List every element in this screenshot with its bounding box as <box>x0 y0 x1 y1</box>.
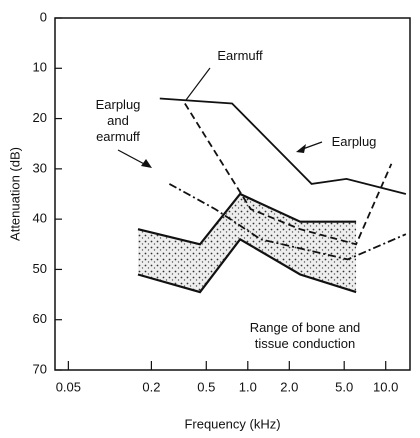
arrowhead <box>141 159 152 168</box>
x-tick-label: 1.0 <box>239 379 257 394</box>
x-tick-label: 0.05 <box>56 379 81 394</box>
series-line <box>159 97 407 195</box>
x-tick-label: 10.0 <box>373 379 398 394</box>
band-label: Range of bone and tissue conduction <box>249 320 361 351</box>
x-tick-label: 0.5 <box>197 379 215 394</box>
y-tick-label: 60 <box>33 311 47 326</box>
band-edge <box>137 192 357 246</box>
arrowhead <box>296 144 306 153</box>
x-tick-label: 5.0 <box>335 379 353 394</box>
y-tick-label: 50 <box>33 261 47 276</box>
series-label: Earplug <box>331 134 377 149</box>
x-tick-label: 0.2 <box>142 379 160 394</box>
x-axis-title: Frequency (kHz) <box>184 416 280 431</box>
plot-frame <box>54 17 411 371</box>
band-edge <box>137 237 357 294</box>
series-line <box>184 103 393 246</box>
x-tick-label: 2.0 <box>280 379 298 394</box>
y-tick-label: 20 <box>33 110 47 125</box>
y-tick-label: 0 <box>40 9 47 24</box>
series-line <box>168 183 407 261</box>
y-tick-label: 30 <box>33 160 47 175</box>
series-label: Earplug and earmuff <box>95 97 141 144</box>
y-tick-label: 70 <box>33 361 47 376</box>
series-label: Earmuff <box>217 48 263 63</box>
pointer <box>185 67 211 101</box>
y-tick-label: 10 <box>33 60 47 75</box>
y-tick-label: 40 <box>33 211 47 226</box>
y-axis-title: Attenuation (dB) <box>7 147 22 241</box>
